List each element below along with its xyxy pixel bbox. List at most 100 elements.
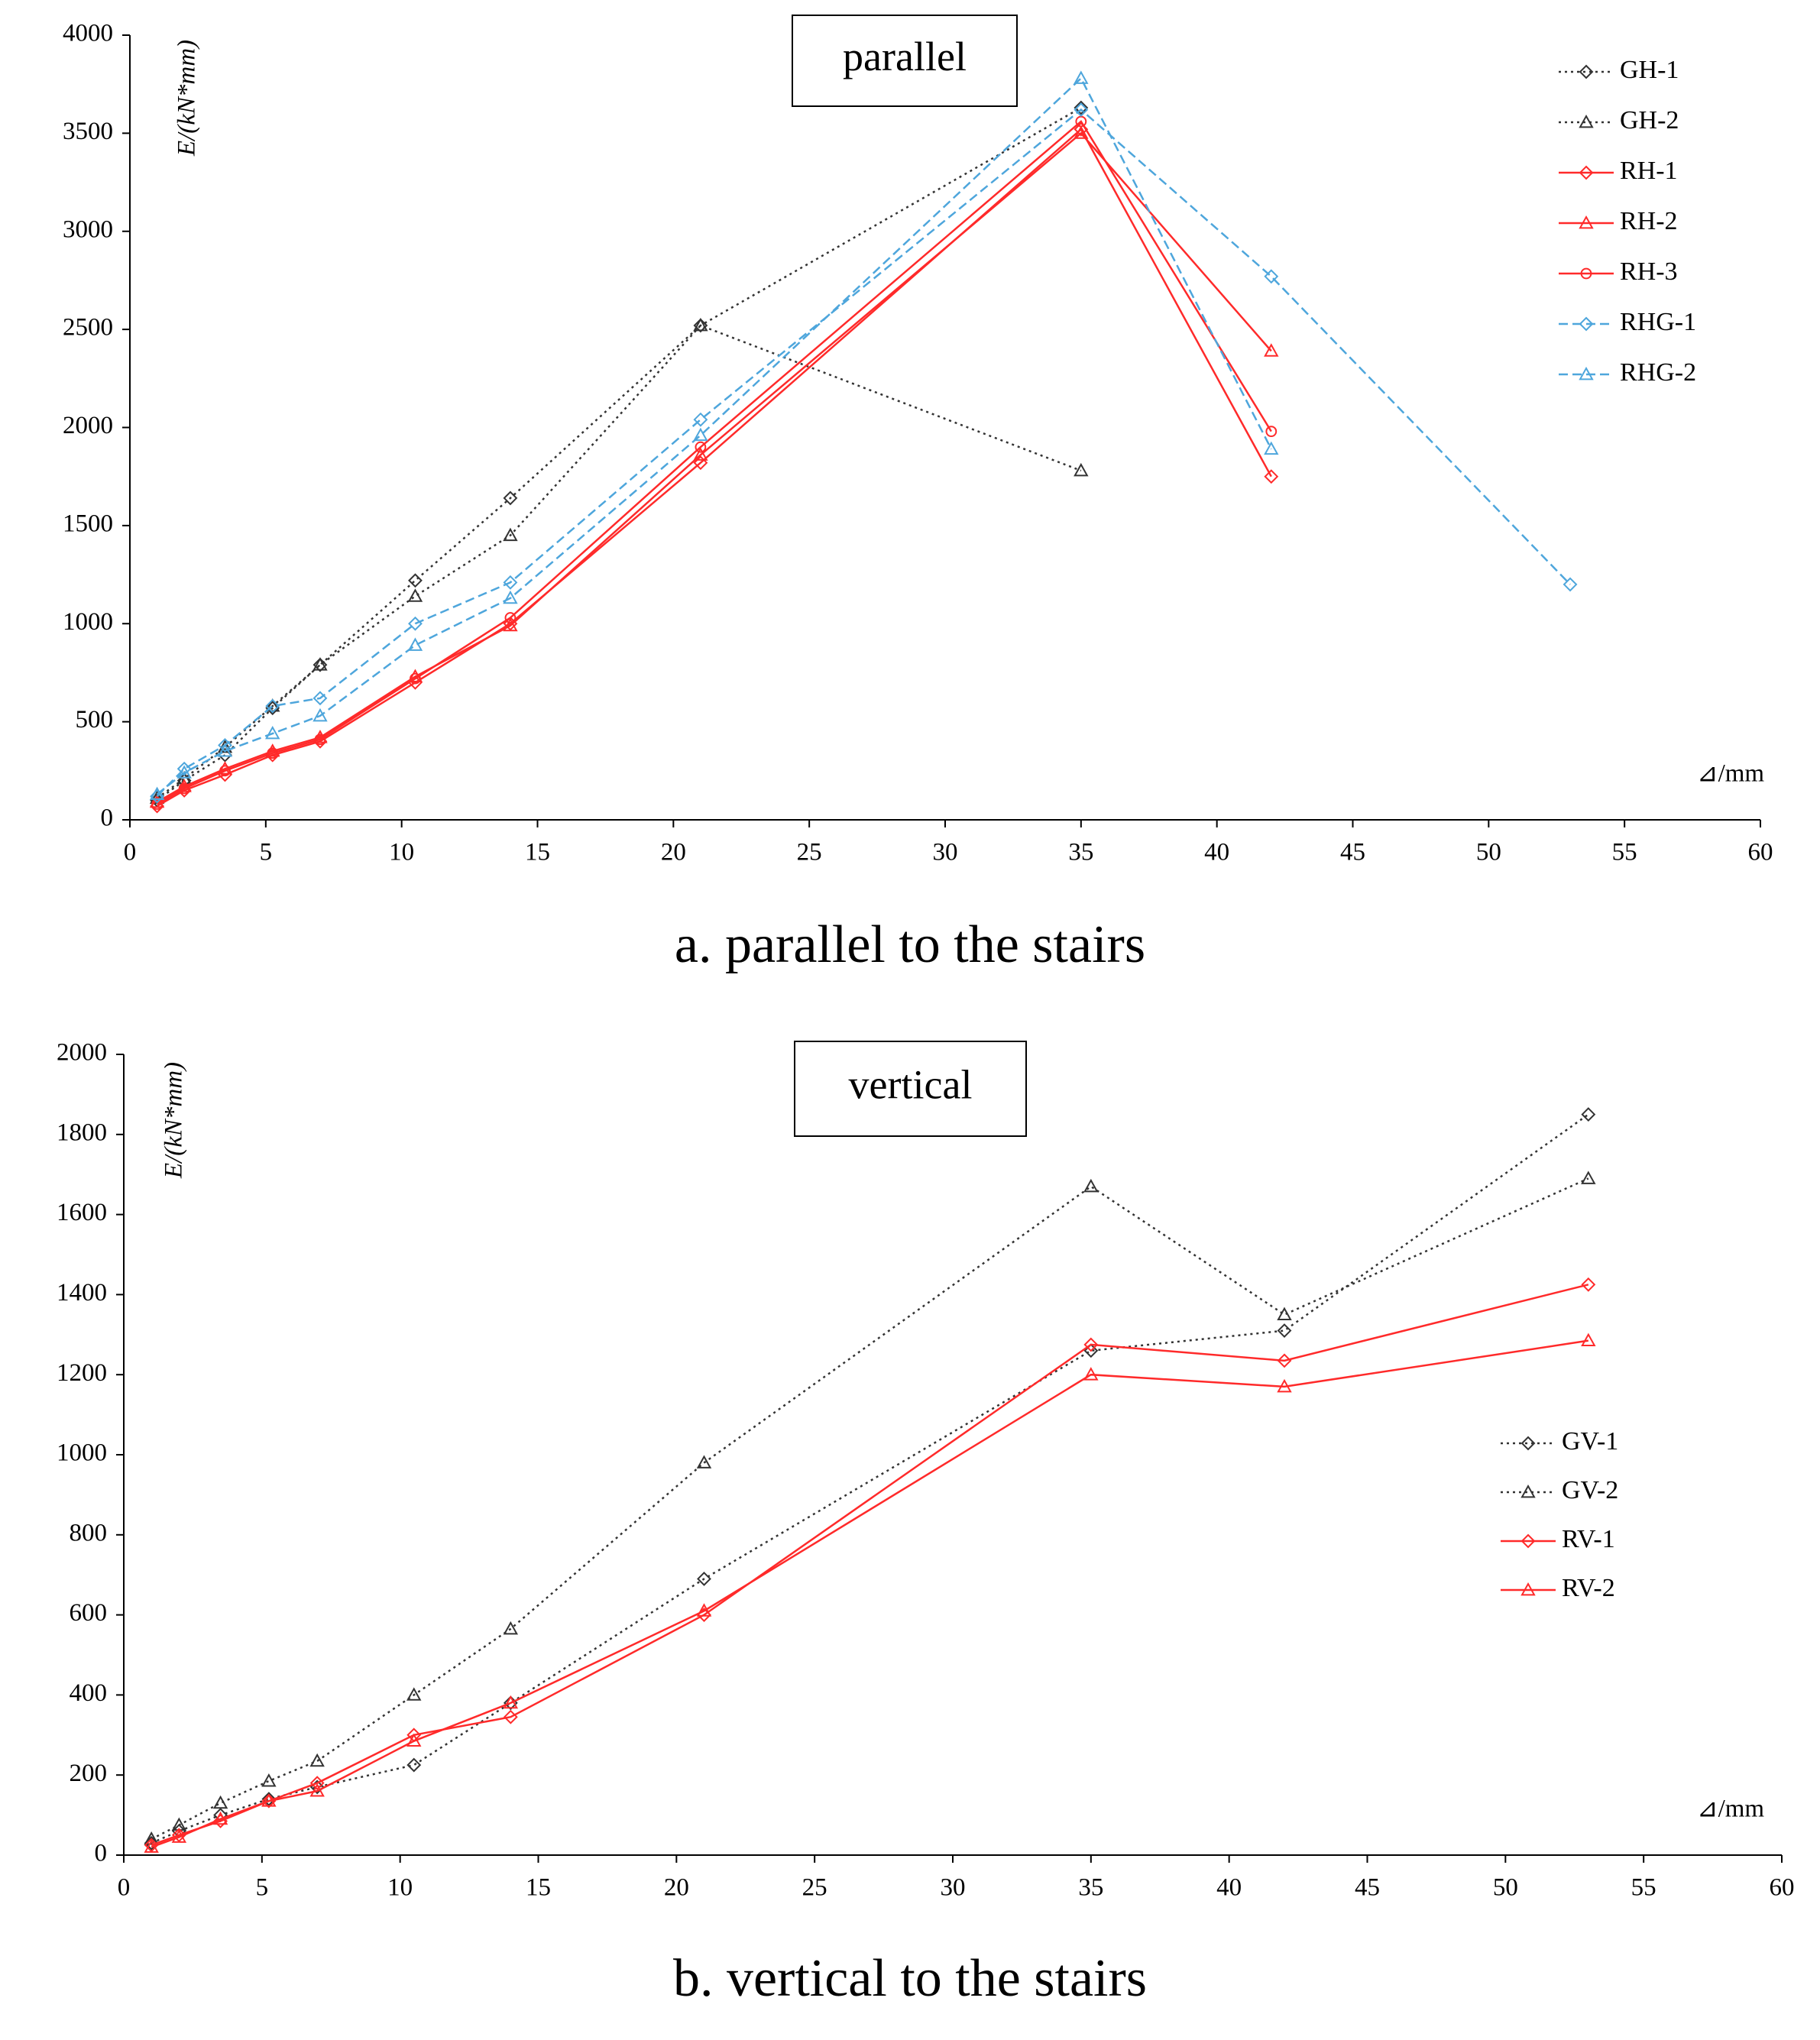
point <box>178 782 190 795</box>
y-axis-label: E/(kN*mm) <box>160 1062 188 1179</box>
x-tick-label: 35 <box>1068 839 1093 866</box>
point <box>1579 316 1594 332</box>
y-tick-label: 3000 <box>63 215 113 243</box>
x-tick-label: 55 <box>1612 839 1637 866</box>
series-line <box>151 1339 1589 1848</box>
point <box>1265 426 1278 438</box>
point <box>144 1838 159 1853</box>
point <box>261 1773 277 1787</box>
y-tick-label: 1000 <box>57 1439 107 1467</box>
point <box>144 1839 159 1853</box>
legend-label: RHG-1 <box>1620 308 1696 336</box>
point <box>1520 1484 1536 1498</box>
point <box>314 733 326 746</box>
y-tick-label: 2500 <box>63 314 113 342</box>
y-tick-label: 0 <box>101 805 114 832</box>
series-line <box>156 76 1272 795</box>
point <box>261 1793 277 1808</box>
point <box>217 743 233 757</box>
box-label: parallel <box>843 34 967 79</box>
x-tick-label: 25 <box>802 1874 827 1902</box>
point <box>503 1709 518 1724</box>
point <box>503 575 518 590</box>
point <box>1581 1332 1596 1347</box>
y-tick-label: 400 <box>70 1679 108 1707</box>
y-tick-label: 0 <box>95 1840 108 1867</box>
point <box>1581 1171 1596 1184</box>
chart: 0 200 400 600 800 1000 1200 1400 1600 1800 2000 0 5 1… <box>57 1039 1795 2008</box>
point <box>406 1757 422 1773</box>
chart: 0 500 1000 1500 2000 2500 3000 3500 4000 0 5 10 15 20… <box>63 15 1773 974</box>
x-tick-label: 45 <box>1355 1874 1380 1902</box>
point <box>219 765 231 777</box>
legend-label: RH-1 <box>1620 157 1678 185</box>
x-tick-label: 0 <box>118 1874 131 1902</box>
point <box>265 698 280 712</box>
series-line <box>151 1177 1589 1841</box>
point <box>261 1793 277 1807</box>
x-tick-label: 35 <box>1078 1874 1103 1902</box>
x-tick-label: 50 <box>1493 1874 1518 1902</box>
point <box>503 491 518 506</box>
point <box>171 1828 186 1843</box>
y-tick-label: 1400 <box>57 1279 107 1307</box>
point <box>693 317 708 332</box>
point <box>693 412 708 427</box>
x-tick-label: 60 <box>1770 1874 1795 1902</box>
point <box>1264 469 1279 484</box>
point <box>313 708 328 722</box>
point <box>408 616 423 631</box>
legend-label: GH-1 <box>1620 56 1679 84</box>
y-tick-label: 1000 <box>63 608 113 636</box>
series-line <box>151 1113 1589 1844</box>
point <box>503 617 518 632</box>
point <box>171 1829 187 1843</box>
y-tick-label: 500 <box>76 706 114 733</box>
y-tick-label: 1200 <box>57 1359 107 1387</box>
point <box>693 447 708 461</box>
point <box>406 1733 422 1747</box>
point <box>1563 577 1578 592</box>
legend-label: GV-1 <box>1562 1427 1618 1456</box>
point <box>503 590 518 604</box>
point <box>212 1811 228 1825</box>
y-tick-label: 4000 <box>63 20 113 47</box>
point <box>1277 1378 1292 1393</box>
series-line <box>156 120 1272 805</box>
point <box>695 441 707 453</box>
x-tick-label: 10 <box>387 1874 413 1902</box>
x-tick-label: 15 <box>526 1874 551 1902</box>
point <box>407 637 423 651</box>
y-axis-label: E/(kN*mm) <box>173 40 201 157</box>
point <box>1579 165 1594 180</box>
point <box>1074 125 1089 139</box>
label-box <box>792 15 1018 107</box>
x-tick-label: 5 <box>256 1874 269 1902</box>
point <box>503 527 518 542</box>
x-tick-label: 20 <box>664 1874 689 1902</box>
x-tick-label: 40 <box>1216 1874 1242 1902</box>
point <box>261 1792 277 1807</box>
series-line <box>151 1284 1589 1847</box>
series-line <box>156 108 1571 798</box>
point <box>313 657 328 671</box>
point <box>1083 1178 1099 1193</box>
point <box>217 761 233 775</box>
point <box>1264 441 1279 455</box>
series-line <box>156 324 1082 799</box>
x-axis-label: ⊿/mm <box>1697 1796 1764 1823</box>
point <box>149 786 165 801</box>
x-tick-label: 25 <box>797 839 822 866</box>
point <box>1579 215 1594 229</box>
caption: b. vertical to the stairs <box>673 1949 1147 2008</box>
y-tick-label: 600 <box>70 1599 108 1627</box>
point <box>1520 1582 1536 1596</box>
point <box>176 765 192 779</box>
x-tick-label: 15 <box>525 839 550 866</box>
y-tick-label: 1800 <box>57 1119 107 1146</box>
point <box>1264 343 1279 357</box>
x-tick-label: 50 <box>1476 839 1501 866</box>
label-box <box>794 1041 1027 1137</box>
x-tick-label: 40 <box>1204 839 1229 866</box>
point <box>410 672 421 685</box>
